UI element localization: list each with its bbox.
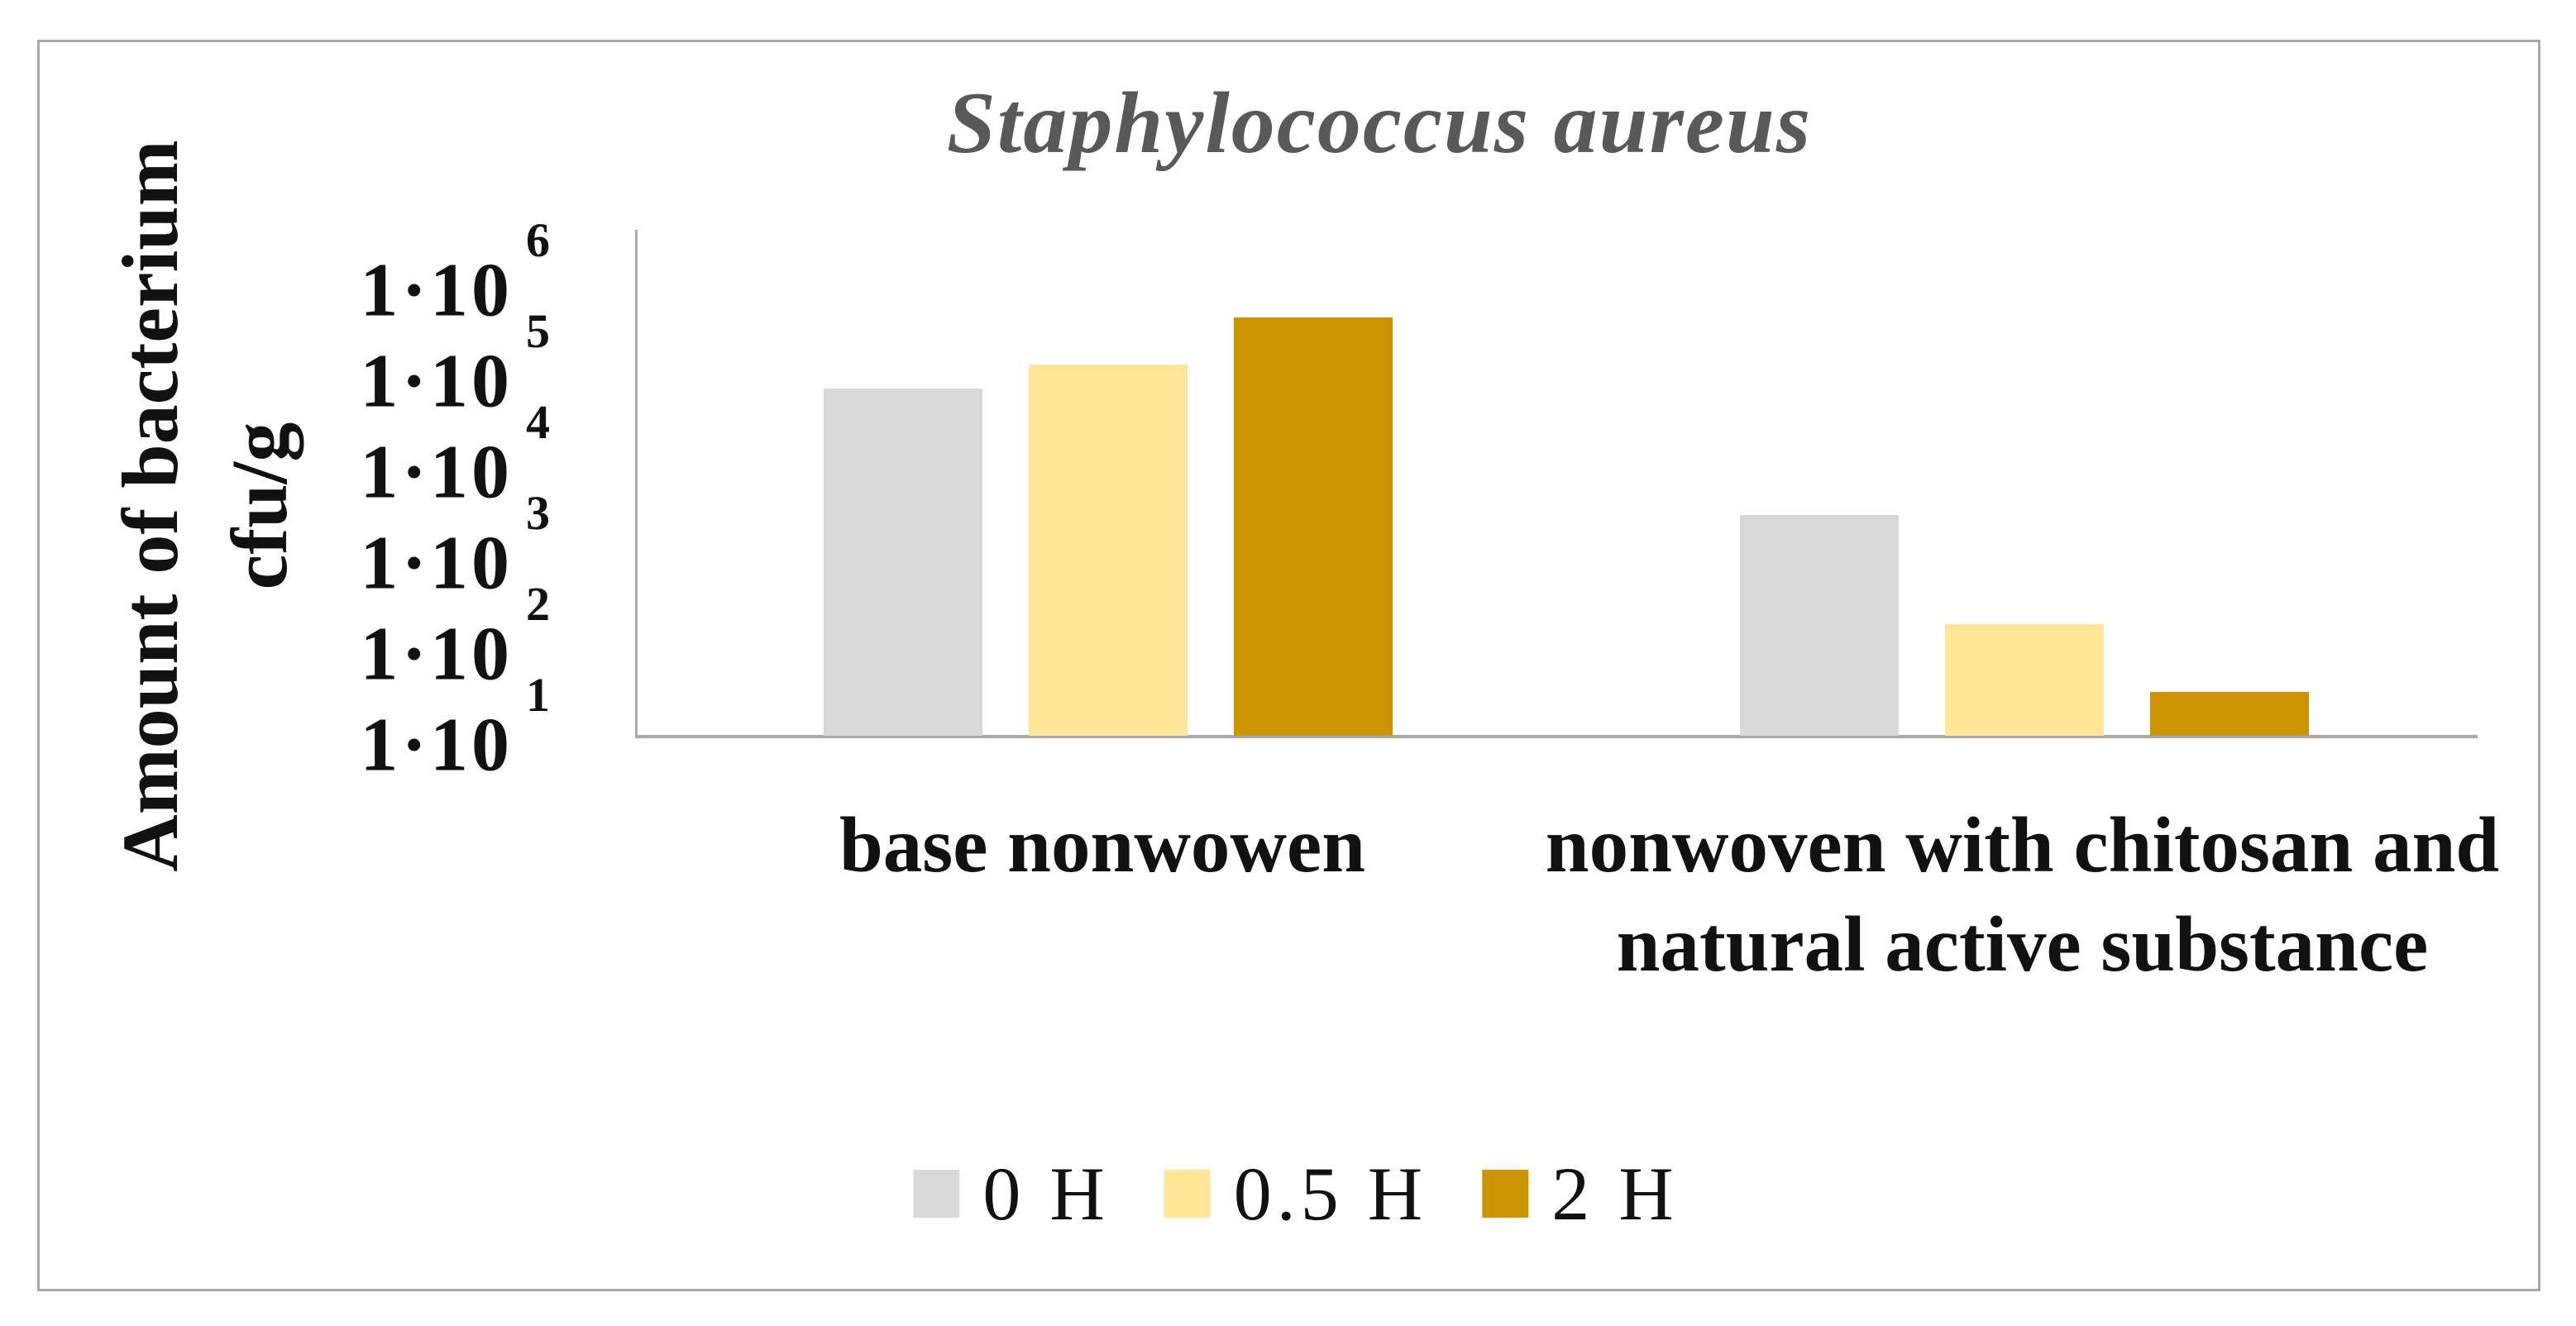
bar-2H-group2 [2150,692,2309,736]
legend-label: 2 H [1551,1152,1679,1236]
y-tick-label: 1·101 [360,668,550,787]
bar-0H-group2 [1740,515,1899,736]
y-tick-label: 1·106 [360,213,550,332]
y-tick-label: 1·103 [360,486,550,605]
legend-swatch [913,1170,960,1218]
legend-item: 2 H [1482,1156,1678,1232]
y-axis-title-line1: Amount of bacterium [106,140,194,872]
y-axis-line [635,230,638,737]
x-axis-line [635,735,2478,738]
bar-0H-group1 [824,388,982,736]
bar-2H-group1 [1234,317,1393,736]
legend-label: 0 H [982,1152,1110,1236]
bar-05H-group2 [1945,623,2104,736]
legend: 0 H 0.5 H 2 H [913,1156,1678,1232]
y-tick-label: 1·102 [360,577,550,696]
category-label-nonwoven-chitosan: nonwoven with chitosan and natural activ… [1545,801,2500,988]
legend-item: 0 H [913,1156,1109,1232]
legend-label: 0.5 H [1233,1152,1428,1236]
category-label-base-nonwowen: base nonwowen [839,801,1366,889]
chart-title: Staphylococcus aureus [946,74,1813,171]
y-axis-tick-labels: 1·106 1·105 1·104 1·103 1·102 1·101 [277,0,550,827]
legend-item: 0.5 H [1164,1156,1427,1232]
legend-swatch [1482,1170,1529,1218]
legend-swatch [1164,1170,1211,1218]
y-tick-label: 1·105 [360,304,550,423]
bar-05H-group1 [1029,365,1188,736]
y-tick-label: 1·104 [360,395,550,514]
